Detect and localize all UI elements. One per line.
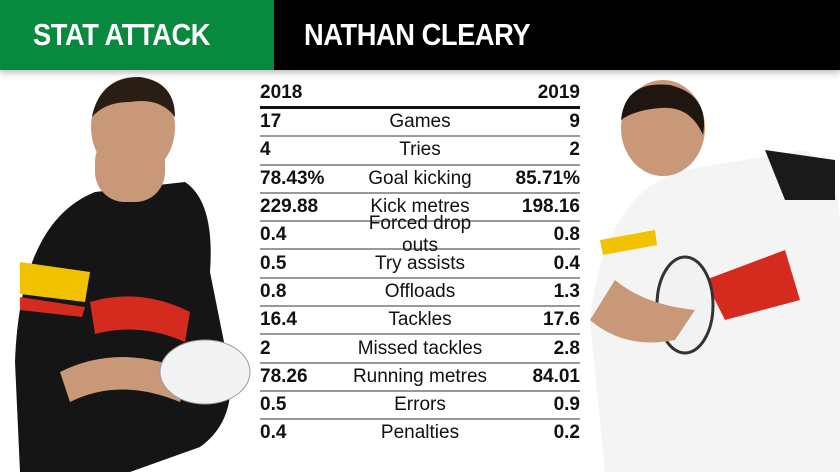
value-2018: 0.4 [260,422,287,444]
stat-label: Errors [394,394,446,416]
value-2019: 198.16 [521,196,580,218]
value-2018: 17 [260,111,282,133]
value-2018: 0.8 [260,280,287,302]
value-2018: 229.88 [260,196,319,218]
stat-label: Missed tackles [357,337,483,359]
value-2019: 0.4 [553,252,580,274]
table-row: 17 Games 9 [260,109,580,138]
header-bar: STAT ATTACK NATHAN CLEARY [0,0,840,70]
table-row: 0.4 Forced drop outs 0.8 [260,213,580,256]
value-2018: 0.4 [260,224,287,246]
stat-label: Try assists [374,252,466,274]
table-row: 0.8 Offloads 1.3 [260,279,580,308]
stat-label: Offloads [384,280,456,302]
value-2019: 9 [569,111,580,133]
value-2019: 85.71% [515,167,580,189]
value-2018: 0.5 [260,394,287,416]
value-2018: 16.4 [260,309,297,331]
table-row: 78.26 Running metres 84.01 [260,364,580,392]
value-2019: 1.3 [553,280,580,302]
column-header-2019: 2019 [537,82,580,103]
table-row: 78.43% Goal kicking 85.71% [260,166,580,194]
stats-table: 2018 2019 17 Games 9 4 Tries 2 78.43% Goal kick… [260,80,580,447]
player-photo-right [590,80,840,472]
header-label-box: STAT ATTACK [0,0,274,70]
table-row: 0.4 Penalties 0.2 [260,420,580,446]
table-row: 0.5 Try assists 0.4 [260,250,580,279]
player-photo-left [15,77,251,472]
value-2018: 0.5 [260,252,287,274]
value-2018: 78.43% [260,167,325,189]
table-row: 0.5 Errors 0.9 [260,392,580,421]
stat-label: Kick metres [370,196,470,218]
value-2018: 2 [260,337,271,359]
table-row: 2 Missed tackles 2.8 [260,335,580,364]
value-2019: 84.01 [532,365,580,387]
stat-label: Games [389,111,451,133]
column-header-2018: 2018 [260,82,303,103]
stat-label: Tackles [388,309,452,331]
stat-label: Forced drop outs [368,213,472,257]
value-2019: 2.8 [553,337,580,359]
table-row: 4 Tries 2 [260,137,580,166]
stat-label: Tries [399,139,441,161]
value-2019: 0.2 [553,422,580,444]
table-header: 2018 2019 [260,80,580,109]
value-2019: 2 [569,139,580,161]
header-label: STAT ATTACK [33,17,210,52]
stat-label: Penalties [380,422,460,444]
value-2019: 17.6 [543,309,580,331]
stat-label: Goal kicking [368,167,472,189]
value-2018: 78.26 [260,365,308,387]
value-2019: 0.8 [553,224,580,246]
value-2019: 0.9 [553,394,580,416]
header-title: NATHAN CLEARY [304,17,531,52]
stat-label: Running metres [352,365,488,387]
table-row: 16.4 Tackles 17.6 [260,307,580,336]
value-2018: 4 [260,139,271,161]
table-row: 229.88 Kick metres 198.16 [260,194,580,223]
